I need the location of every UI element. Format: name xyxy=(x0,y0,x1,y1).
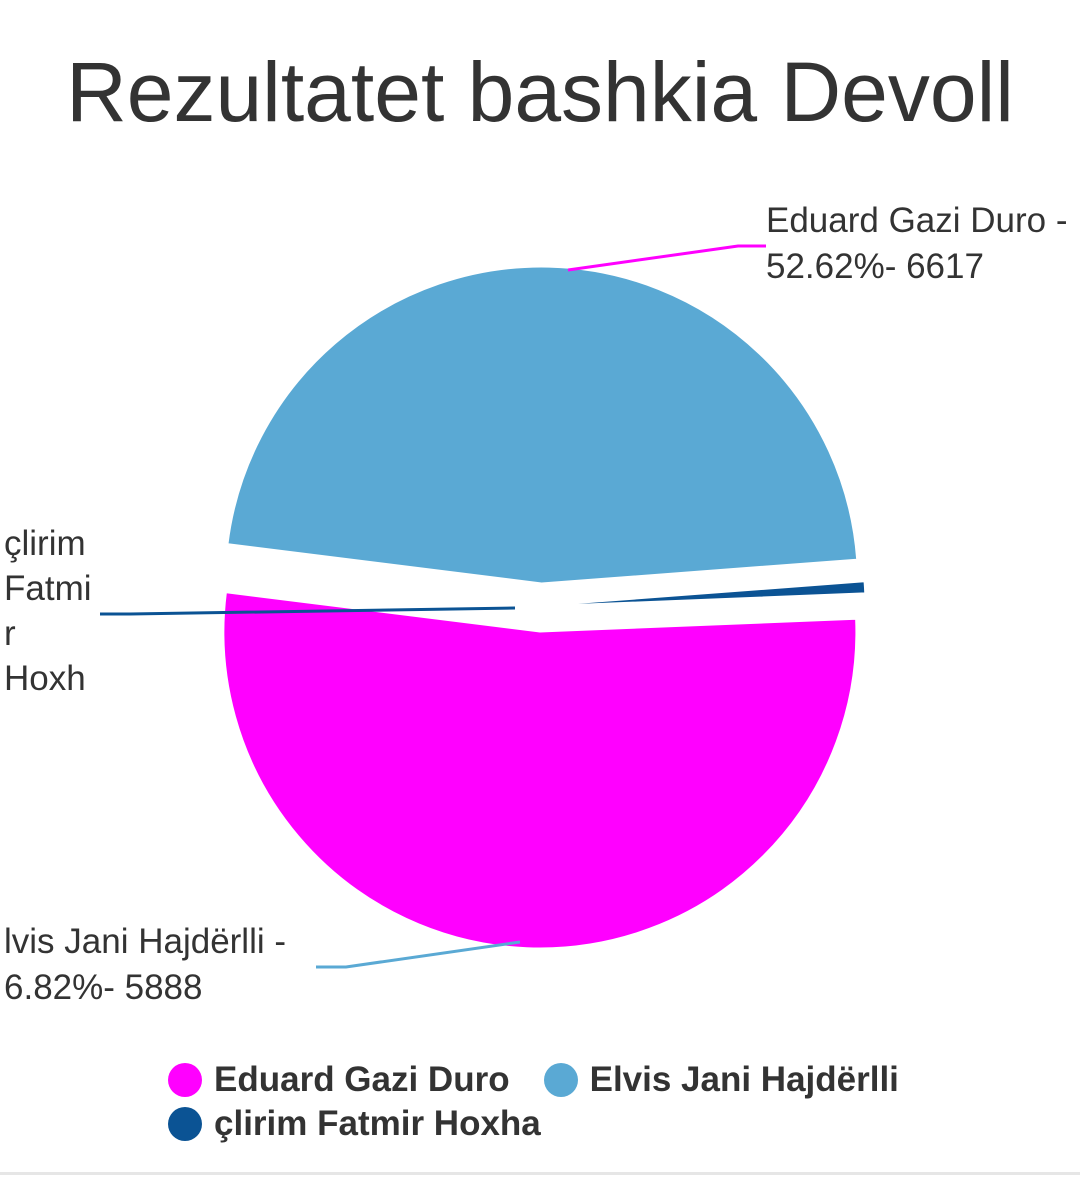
leader-line-3 xyxy=(100,606,516,616)
leader-line-1 xyxy=(567,244,766,272)
slice-label-2: lvis Jani Hajdërlli - 6.82%- 5888 xyxy=(4,922,286,1007)
slice-label-1: Eduard Gazi Duro - 52.62%- 6617 xyxy=(766,201,1068,286)
legend-swatch-icon xyxy=(543,1063,578,1097)
slice-label-line: Hoxh xyxy=(4,659,86,698)
legend-label: Elvis Jani Hajdërlli xyxy=(589,1060,899,1099)
bottom-divider xyxy=(0,1172,1080,1175)
legend-row: çlirim Fatmir Hoxha xyxy=(168,1102,1068,1146)
pie-slice-3 xyxy=(548,581,866,607)
slice-label-line: r xyxy=(4,614,16,653)
legend-label: Eduard Gazi Duro xyxy=(214,1060,510,1099)
pie-slices xyxy=(223,266,866,949)
leader-line-2 xyxy=(316,940,521,969)
legend: Eduard Gazi Duro Elvis Jani Hajdërlli çlir… xyxy=(168,1058,1068,1146)
slice-label-line: Fatmi xyxy=(4,569,92,608)
legend-swatch-icon xyxy=(168,1063,202,1097)
slice-label-line: Eduard Gazi Duro - xyxy=(766,201,1068,240)
label-leader-lines xyxy=(100,244,766,969)
legend-item[interactable]: Elvis Jani Hajdërlli xyxy=(543,1060,899,1100)
slice-label-line: 52.62%- 6617 xyxy=(766,247,984,286)
slice-labels: Eduard Gazi Duro - 52.62%- 6617 lvis Jani … xyxy=(4,201,1068,1007)
pie-slice-1 xyxy=(223,592,857,949)
legend-item[interactable]: Eduard Gazi Duro xyxy=(168,1060,510,1100)
slice-label-line: 6.82%- 5888 xyxy=(4,968,202,1007)
chart-title: Rezultatet bashkia Devoll xyxy=(66,45,1014,139)
pie-slice-2 xyxy=(227,266,858,584)
legend-label: çlirim Fatmir Hoxha xyxy=(214,1104,541,1143)
legend-item[interactable]: çlirim Fatmir Hoxha xyxy=(168,1104,541,1144)
slice-label-3: çlirim Fatmi r Hoxh xyxy=(4,524,92,698)
legend-row: Eduard Gazi Duro Elvis Jani Hajdërlli xyxy=(168,1058,1068,1102)
slice-label-line: çlirim xyxy=(4,524,86,563)
slice-label-line: lvis Jani Hajdërlli - xyxy=(4,922,286,961)
legend-swatch-icon xyxy=(168,1107,202,1141)
